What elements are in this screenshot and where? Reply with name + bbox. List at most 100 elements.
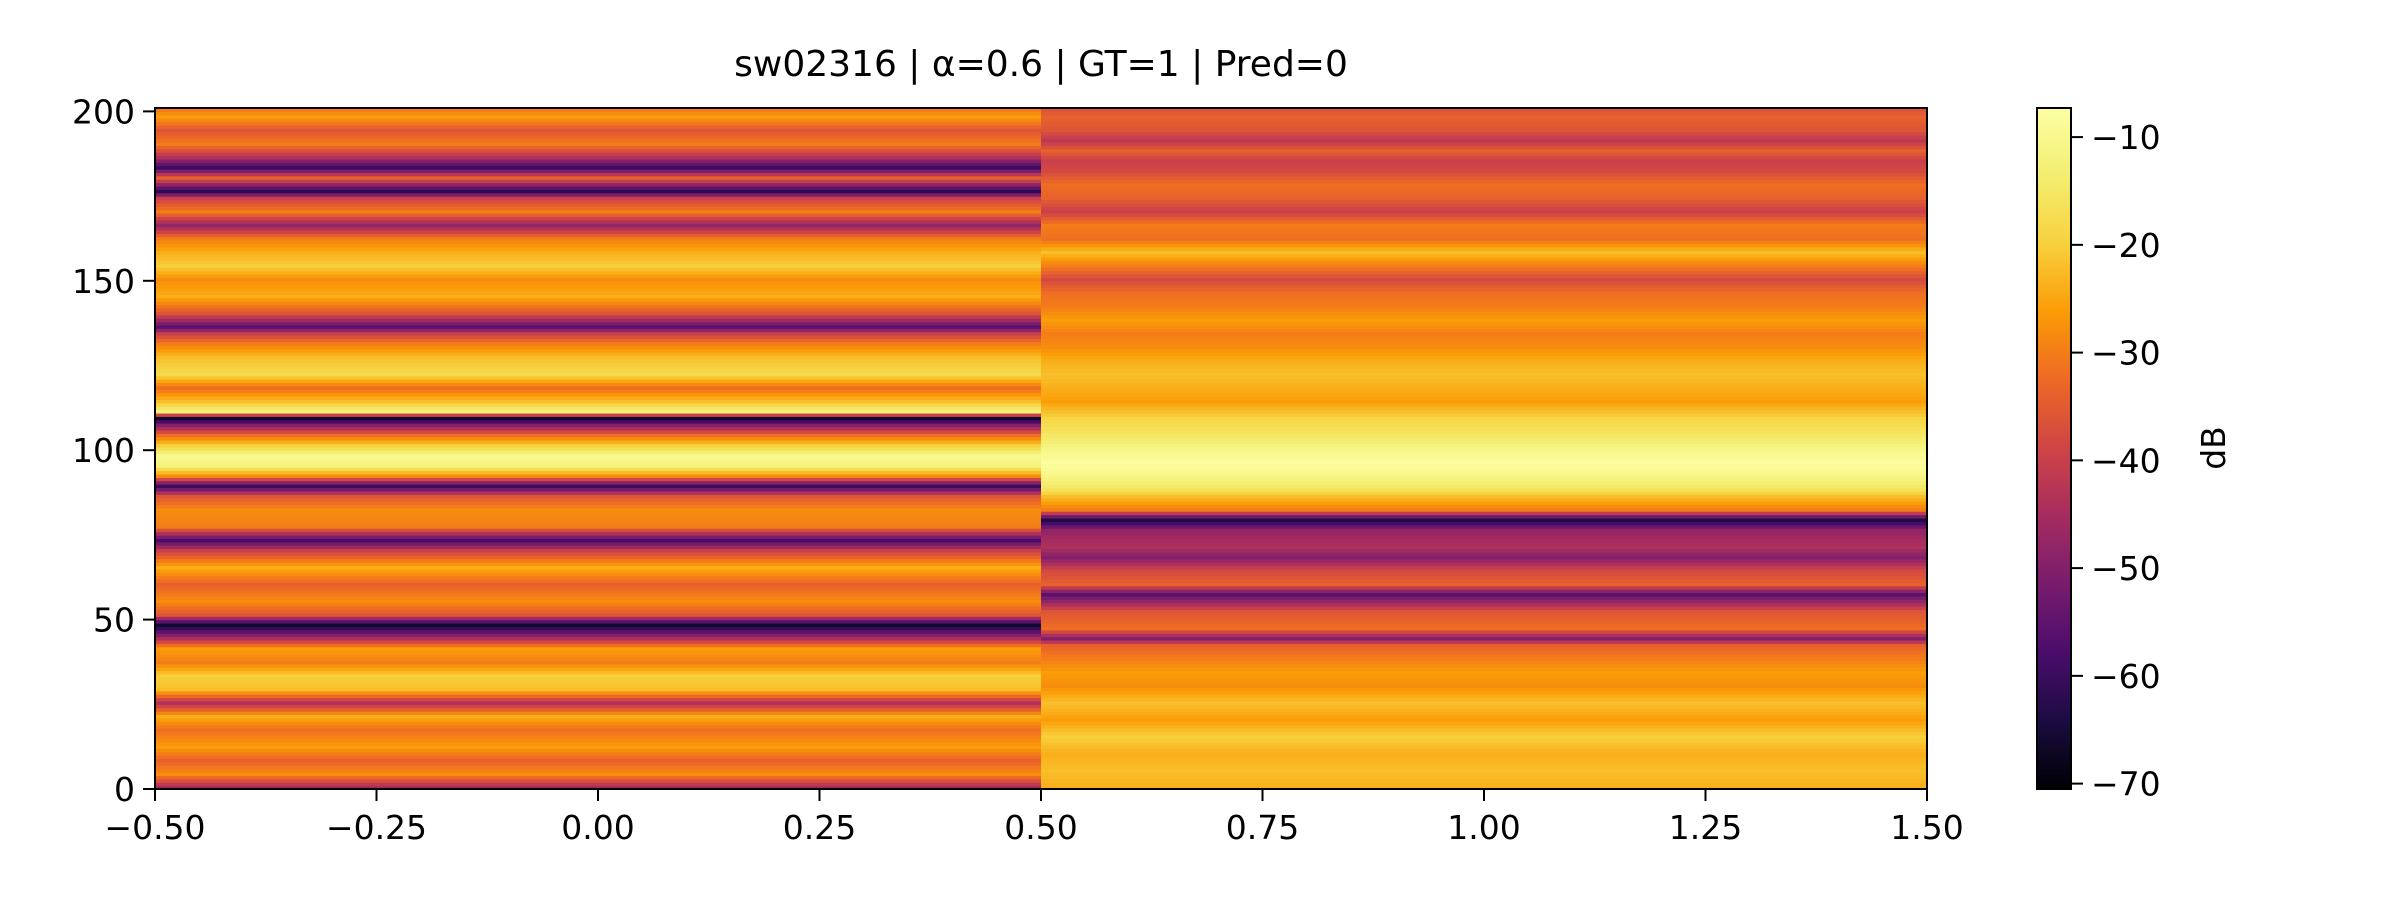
heatmap-cell	[155, 162, 1041, 167]
heatmap-cell	[1041, 290, 1927, 295]
heatmap-cell	[1041, 768, 1927, 773]
heatmap-cell	[1041, 155, 1927, 160]
heatmap-cell	[155, 179, 1041, 184]
heatmap-cells	[155, 108, 1927, 790]
heatmap-cell	[155, 243, 1041, 248]
heatmap-cell	[155, 568, 1041, 573]
heatmap-cell	[1041, 612, 1927, 617]
heatmap-cell	[155, 477, 1041, 482]
heatmap-cell	[155, 311, 1041, 316]
heatmap-cell	[155, 416, 1041, 421]
colorbar-gradient	[2036, 107, 2072, 790]
heatmap-cell	[1041, 399, 1927, 404]
heatmap-cell	[1041, 697, 1927, 702]
heatmap-cell	[1041, 477, 1927, 482]
heatmap-cell	[1041, 141, 1927, 146]
heatmap-cell	[155, 562, 1041, 566]
heatmap-cell	[1041, 785, 1927, 790]
heatmap-cell	[155, 755, 1041, 760]
heatmap-cell	[155, 324, 1041, 329]
heatmap-cell	[155, 152, 1041, 157]
heatmap-cell	[1041, 673, 1927, 678]
heatmap-cell	[155, 765, 1041, 770]
heatmap-cell	[155, 277, 1041, 282]
heatmap-cell	[1041, 511, 1927, 516]
heatmap-cell	[155, 484, 1041, 489]
x-axis: −0.50 −0.25 0.00 0.25 0.50 0.75 1.00 1.25 1.50	[104, 789, 1964, 847]
heatmap-cell	[155, 595, 1041, 600]
heatmap-cell	[155, 629, 1041, 634]
heatmap-cell	[1041, 582, 1927, 587]
heatmap-cell	[1041, 683, 1927, 688]
heatmap-cell	[155, 667, 1041, 672]
heatmap-cell	[155, 426, 1041, 431]
heatmap-cell	[1041, 131, 1927, 136]
heatmap-cell	[155, 744, 1041, 749]
heatmap-cell	[1041, 392, 1927, 397]
heatmap-cell	[155, 216, 1041, 221]
heatmap-cell	[155, 470, 1041, 475]
y-tick-label: 100	[72, 431, 135, 470]
heatmap-cell	[1041, 660, 1927, 665]
heatmap-cell	[1041, 345, 1927, 350]
heatmap-cell	[155, 751, 1041, 756]
heatmap-cell	[155, 158, 1041, 163]
heatmap-cell	[1041, 670, 1927, 675]
heatmap-cell	[155, 307, 1041, 312]
heatmap-cell	[155, 368, 1041, 373]
heatmap-cell	[1041, 490, 1927, 495]
heatmap-cell	[1041, 182, 1927, 187]
heatmap-cell	[1041, 348, 1927, 353]
heatmap-cell	[1041, 331, 1927, 336]
heatmap-cell	[155, 758, 1041, 763]
heatmap-cell	[1041, 450, 1927, 455]
heatmap-cell	[155, 219, 1041, 224]
heatmap-cell	[155, 433, 1041, 438]
heatmap-cell	[155, 534, 1041, 539]
heatmap-cell	[1041, 379, 1927, 384]
heatmap-cell	[1041, 585, 1927, 590]
heatmap-cell	[1041, 114, 1927, 119]
heatmap-cell	[155, 453, 1041, 458]
heatmap-cell	[155, 131, 1041, 136]
heatmap-cell	[1041, 633, 1927, 638]
heatmap-cell	[155, 673, 1041, 678]
heatmap-cell	[155, 741, 1041, 746]
heatmap-cell	[1041, 124, 1927, 129]
heatmap-cell	[1041, 416, 1927, 421]
colorbar-tick-label: −20	[2091, 226, 2161, 265]
heatmap-cell	[1041, 748, 1927, 753]
heatmap-cell	[155, 389, 1041, 394]
heatmap-cell	[1041, 162, 1927, 167]
heatmap-cell	[155, 738, 1041, 743]
heatmap-cell	[1041, 219, 1927, 224]
heatmap-cell	[1041, 592, 1927, 597]
heatmap-cell	[1041, 480, 1927, 485]
heatmap-cell	[1041, 545, 1927, 550]
heatmap-cell	[1041, 118, 1927, 123]
heatmap-cell	[1041, 456, 1927, 461]
heatmap-cell	[155, 172, 1041, 177]
heatmap-cell	[1041, 741, 1927, 746]
heatmap-cell	[1041, 602, 1927, 607]
heatmap-cell	[155, 412, 1041, 417]
heatmap-cell	[155, 707, 1041, 712]
heatmap-cell	[1041, 280, 1927, 285]
heatmap-cell	[155, 497, 1041, 502]
heatmap-cell	[1041, 358, 1927, 363]
heatmap-cell	[1041, 172, 1927, 177]
heatmap-cell	[155, 521, 1041, 526]
heatmap-cell	[1041, 341, 1927, 346]
colorbar-label: dB	[2194, 426, 2233, 470]
heatmap-cell	[1041, 606, 1927, 611]
heatmap-cell	[1041, 517, 1927, 522]
heatmap-cell	[155, 240, 1041, 245]
heatmap-cell	[155, 507, 1041, 512]
heatmap-cell	[1041, 179, 1927, 184]
heatmap-cell	[1041, 368, 1927, 373]
colorbar-ticks: −10 −20 −30 −40 −50 −60 −70	[2071, 118, 2161, 804]
heatmap-cell	[1041, 463, 1927, 468]
heatmap-cell	[1041, 446, 1927, 451]
heatmap-cell	[1041, 572, 1927, 577]
heatmap-cell	[1041, 206, 1927, 211]
